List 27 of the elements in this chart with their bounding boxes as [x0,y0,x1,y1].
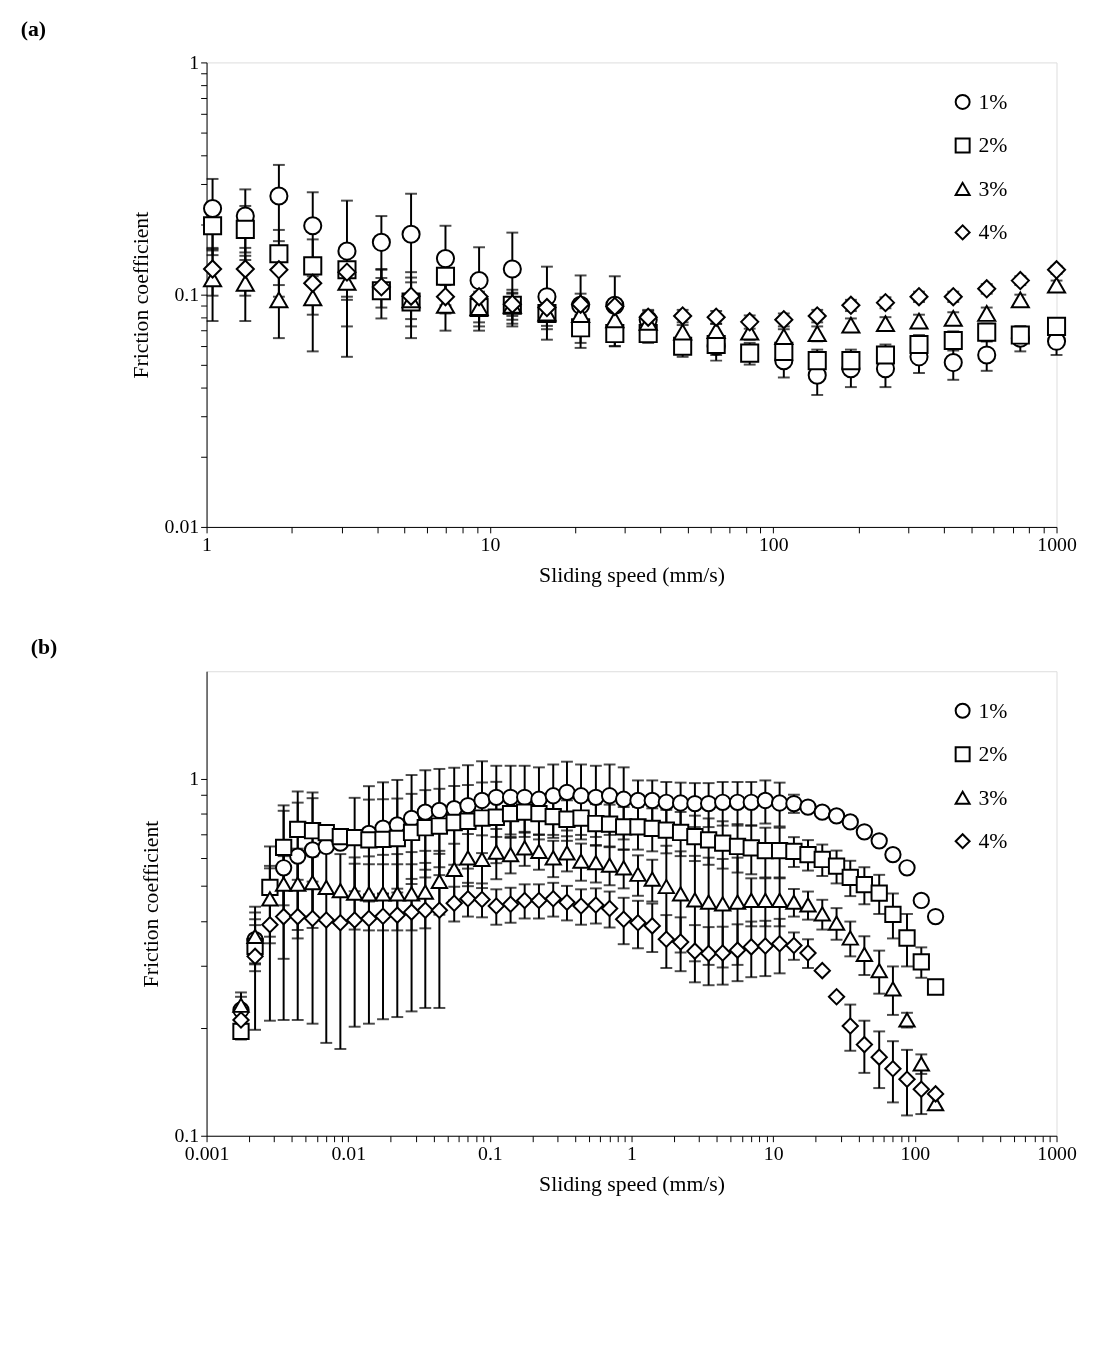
legend-label: 3% [978,176,1008,201]
x-tick-label: 1000 [1037,1141,1077,1164]
x-tick-label: 0.01 [331,1141,366,1164]
x-tick-label: 1 [627,1141,637,1164]
legend-label: 2% [978,133,1008,158]
y-tick-label: 1 [189,50,200,73]
chart-title: (b) [30,635,58,660]
x-axis-title: Sliding speed (mm/s) [539,1171,726,1196]
x-tick-label: 1000 [1037,533,1077,556]
y-axis-title: Friction coefficient [138,820,163,988]
legend-label: 4% [978,829,1008,854]
legend-label: 1% [978,698,1008,723]
x-tick-label: 100 [758,533,789,556]
y-tick-label: 1 [189,767,200,790]
legend-label: 3% [978,785,1008,810]
y-tick-label: 0.1 [174,283,200,306]
x-tick-label: 10 [480,533,501,556]
x-tick-label: 100 [900,1141,931,1164]
x-tick-label: 0.1 [478,1141,503,1164]
x-tick-label: 10 [763,1141,784,1164]
y-axis-title: Friction coefficient [128,211,153,379]
text: (a) [20,16,47,41]
legend-label: 1% [978,89,1008,114]
legend-label: 2% [978,742,1008,767]
x-axis-title: Sliding speed (mm/s) [539,562,726,587]
legend-label: 4% [978,220,1008,245]
y-tick-label: 0.01 [164,515,200,538]
